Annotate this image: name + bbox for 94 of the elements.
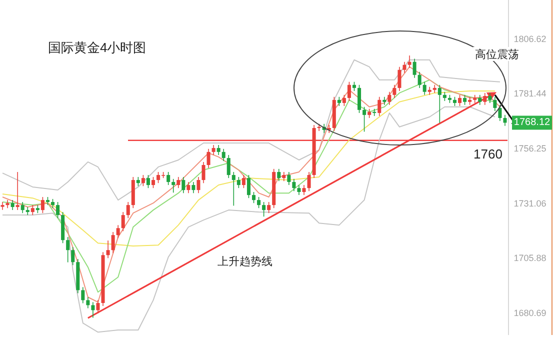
candlestick [206, 148, 210, 168]
candlestick [368, 108, 372, 118]
text: 国际黄金4小时图 [48, 40, 146, 55]
candlestick [121, 212, 125, 232]
candlestick [71, 246, 75, 266]
candlestick [151, 176, 156, 188]
candlestick [192, 182, 196, 194]
candlestick [0, 202, 4, 210]
text: 1768.12 [514, 117, 551, 128]
candlestick [257, 196, 261, 208]
candlestick [402, 61, 406, 74]
candlestick [6, 200, 10, 208]
candlestick [16, 172, 20, 210]
candlestick [81, 286, 85, 304]
candlestick [141, 174, 145, 187]
candlestick [412, 58, 416, 78]
candlestick [503, 114, 507, 126]
candlestick [96, 300, 100, 314]
candlestick [26, 206, 30, 216]
candlestick [388, 91, 392, 106]
candlestick [246, 174, 250, 198]
candlestick [232, 172, 236, 206]
candlestick [30, 204, 34, 216]
candlestick [196, 176, 200, 194]
candlestick [307, 172, 311, 192]
candlestick [282, 172, 286, 182]
candlestick [347, 81, 351, 102]
candlestick [362, 106, 366, 132]
candlestick [242, 174, 246, 188]
candlestick [432, 84, 436, 94]
candlestick [126, 202, 130, 219]
candlestick [398, 66, 402, 92]
candlestick [358, 84, 362, 114]
candlestick [262, 202, 266, 217]
candlestick [116, 224, 120, 239]
candlestick [342, 94, 346, 106]
candlestick [136, 176, 140, 187]
candlestick [442, 91, 446, 102]
candlestick [463, 94, 467, 106]
candlestick [337, 96, 341, 106]
candlestick [202, 162, 206, 184]
candlestick [252, 192, 256, 204]
annotation: 高位震荡 [475, 48, 519, 61]
candlestick [176, 176, 180, 188]
candlestick [287, 172, 291, 186]
y-tick-label: 1680.69 [514, 308, 546, 318]
candlestick [216, 144, 220, 156]
candlestick [186, 182, 190, 194]
candlestick [172, 178, 176, 194]
candlestick [10, 200, 14, 210]
candlestick [352, 81, 356, 92]
candlestick [236, 176, 240, 188]
candlestick [146, 174, 150, 188]
candlestick [488, 92, 492, 104]
candlestick [166, 172, 170, 186]
candlestick [40, 196, 44, 214]
candlestick [478, 94, 482, 106]
candlestick [382, 96, 386, 106]
candlestick [378, 96, 382, 116]
candlestick [493, 96, 497, 112]
candlestick [212, 144, 216, 156]
ref-line-label: 1760 [474, 146, 502, 162]
candlestick [226, 154, 230, 178]
candlestick [302, 184, 306, 196]
candlestick [267, 202, 271, 214]
candlestick [438, 84, 442, 124]
candlestick [297, 184, 301, 196]
candlestick [182, 176, 186, 194]
candlestick [66, 236, 70, 263]
candlestick [498, 104, 502, 122]
annotation: 上升趋势线 [218, 255, 272, 268]
candlestick [56, 202, 60, 219]
y-tick-label: 1781.44 [514, 88, 546, 99]
y-tick-label: 1756.25 [514, 144, 546, 154]
y-tick-label: 1731.06 [514, 198, 546, 208]
candlestick [111, 232, 115, 254]
candlestick [20, 202, 24, 214]
candlestick [392, 84, 396, 98]
line-series [2, 59, 500, 201]
candlestick [418, 71, 422, 88]
candlestick [408, 55, 412, 68]
candlestick [91, 302, 95, 318]
candlestick [51, 198, 55, 208]
y-tick-label: 1705.88 [514, 253, 546, 264]
candlestick [222, 148, 226, 162]
candlestick [422, 81, 426, 96]
candlestick [106, 240, 110, 259]
candlestick [277, 168, 281, 182]
candlestick [452, 96, 456, 106]
candlestick [292, 178, 296, 192]
y-tick-label: 1806.62 [514, 34, 546, 44]
candlestick [458, 94, 462, 106]
candlestick [86, 296, 90, 309]
candlestick [428, 86, 432, 96]
